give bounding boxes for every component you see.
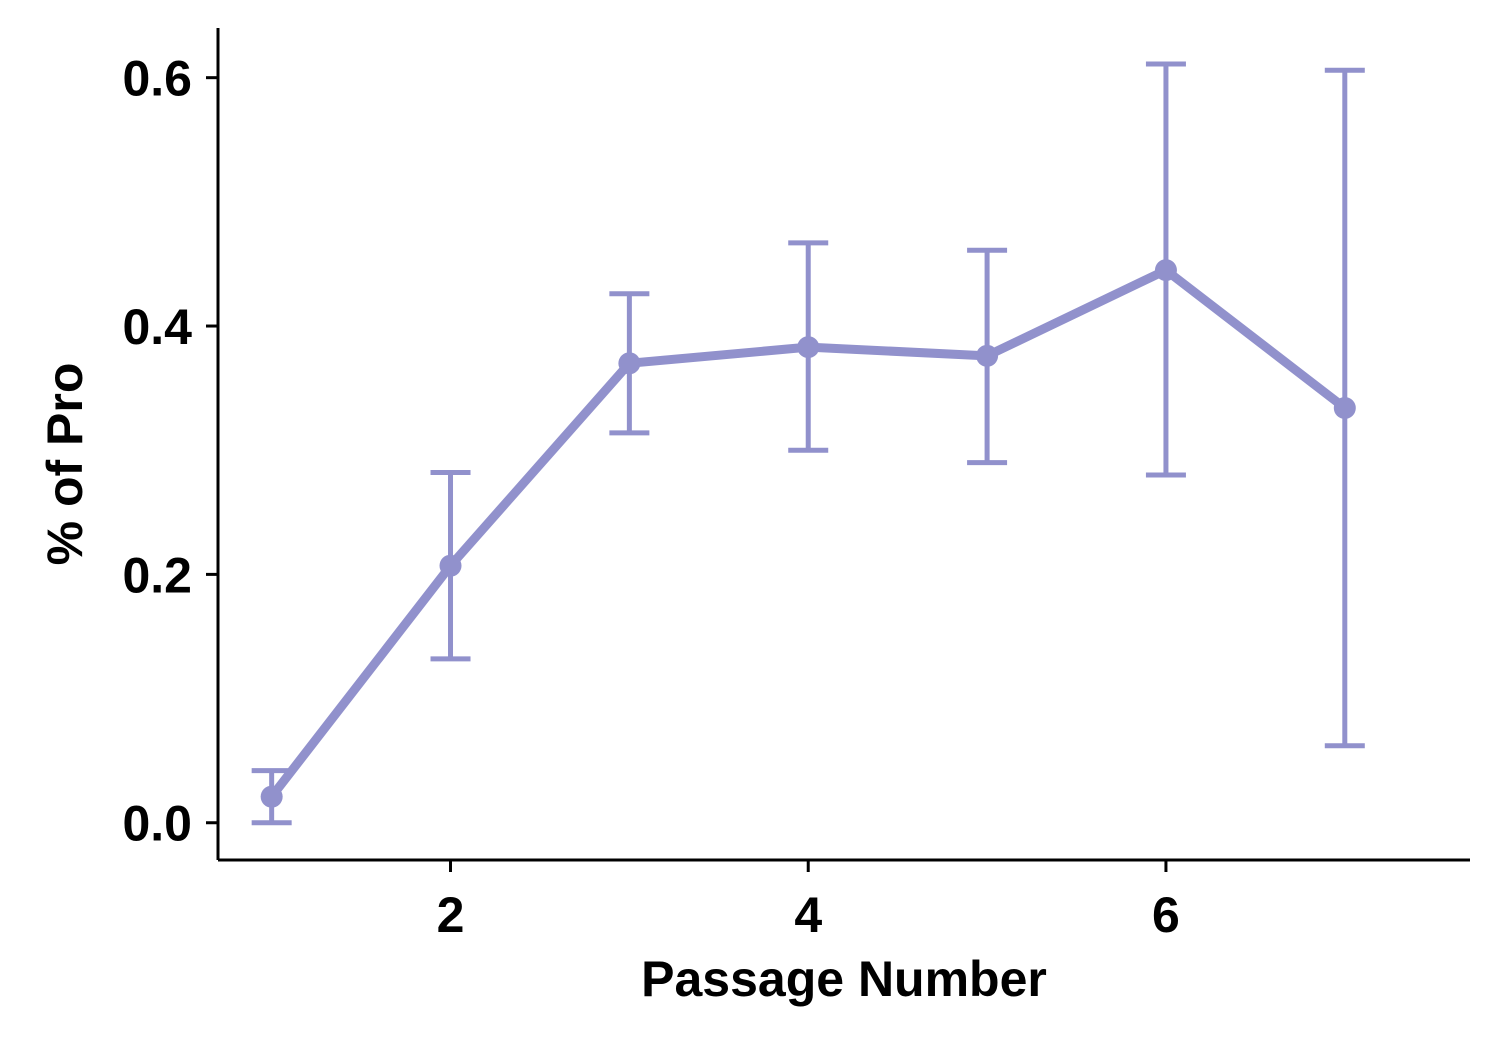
data-point (1333, 396, 1356, 419)
data-point (1154, 259, 1177, 282)
y-tick-label: 0.2 (122, 547, 192, 603)
axes (216, 28, 1470, 862)
error-bars (251, 61, 1365, 826)
data-point (618, 352, 641, 375)
x-tick-label: 6 (1152, 887, 1180, 943)
x-ticks: 2 4 6 (437, 860, 1180, 943)
y-tick-label: 0.4 (122, 299, 192, 355)
x-tick-label: 4 (794, 887, 822, 943)
data-point (797, 336, 820, 359)
x-tick-label: 2 (437, 887, 465, 943)
data-point (976, 344, 999, 367)
data-points (260, 259, 1356, 808)
y-axis-title: % of Pro (37, 363, 93, 566)
y-ticks: 0.0 0.2 0.4 0.6 (122, 51, 218, 852)
data-point (260, 785, 283, 808)
data-point (439, 554, 462, 577)
y-tick-label: 0.6 (122, 51, 192, 107)
y-tick-label: 0.0 (122, 796, 192, 852)
x-axis-title: Passage Number (641, 951, 1047, 1007)
